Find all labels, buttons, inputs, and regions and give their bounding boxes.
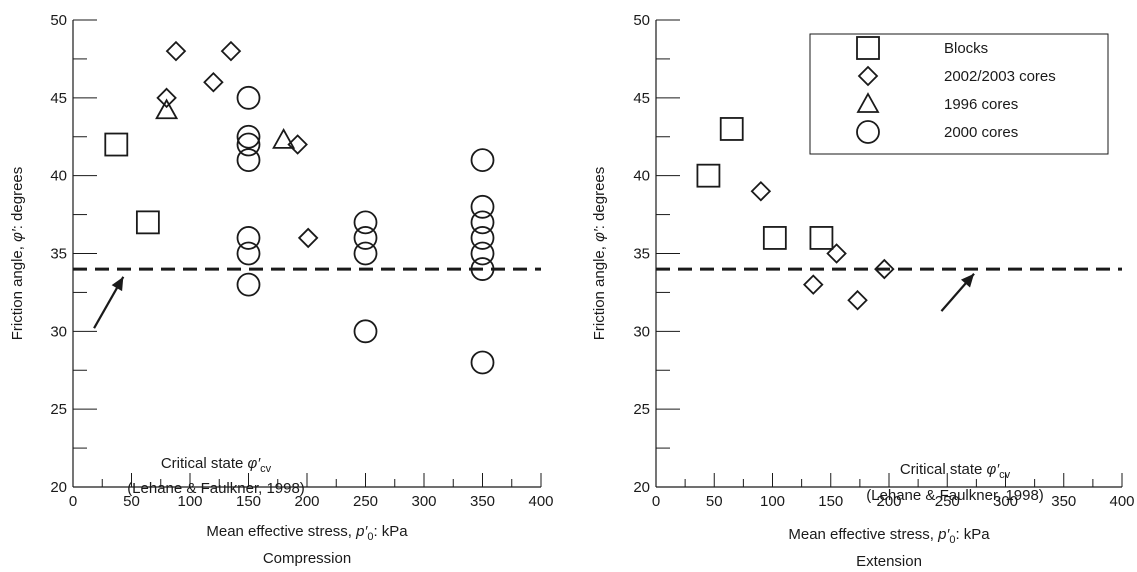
annotation-text: Critical state φ′cv [161, 455, 272, 475]
point-2002-2003-cores [156, 87, 177, 109]
point-2002-2003-cores [847, 289, 868, 311]
point-2000-cores [353, 210, 378, 235]
panel-caption: Extension [856, 553, 922, 570]
y-tick-label: 30 [50, 323, 67, 340]
y-tick-label: 40 [50, 168, 67, 185]
x-tick-label: 100 [177, 493, 202, 510]
annotation-text: Critical state φ′cv [900, 461, 1011, 481]
x-tick-label: 50 [123, 493, 140, 510]
annotation-arrow-head [960, 273, 975, 288]
point-2000-cores [236, 226, 261, 250]
x-tick-label: 200 [294, 493, 319, 510]
compression-panel: 0 50 100 150 200 250 300 350 400 20 25 30 35 40 45 50 Me… [9, 12, 554, 567]
x-tick-label: 400 [1109, 493, 1134, 510]
point-2000-cores [353, 226, 378, 250]
point-blocks [719, 117, 744, 141]
y-tick-label: 40 [633, 168, 650, 185]
x-tick-label: 300 [993, 493, 1018, 510]
point-blocks [696, 163, 721, 188]
y-axis-title: Friction angle, φ′: degrees [9, 167, 26, 341]
panel-caption: Compression [263, 550, 351, 567]
point-2000-cores [236, 272, 261, 297]
x-tick-label: 150 [236, 493, 261, 510]
point-2000-cores [470, 257, 495, 281]
point-2002-2003-cores [803, 274, 824, 295]
x-tick-label: 0 [69, 493, 77, 510]
x-tick-label: 150 [818, 493, 843, 510]
y-tick-label: 35 [633, 246, 650, 263]
point-2000-cores [236, 132, 261, 157]
y-axis-title: Friction angle, φ′: degrees [591, 167, 608, 341]
legend-marker-blocks [856, 36, 880, 60]
legend-marker-2000-cores [856, 120, 880, 144]
y-tick-label: 20 [50, 479, 67, 496]
y-tick-label: 45 [50, 90, 67, 107]
point-2000-cores [353, 319, 378, 344]
legend-marker-2002-2003-cores [857, 65, 879, 87]
x-tick-label: 50 [706, 493, 723, 510]
legend-marker-1996-cores [856, 92, 880, 113]
y-tick-label: 30 [633, 323, 650, 340]
legend-label-2000-cores: 2000 cores [944, 124, 1018, 141]
x-tick-label: 100 [760, 493, 785, 510]
point-2000-cores [353, 241, 378, 266]
point-2000-cores [470, 226, 495, 250]
point-blocks [762, 226, 787, 250]
y-tick-label: 50 [50, 12, 67, 29]
point-blocks [809, 226, 834, 250]
legend-label-2002-2003-cores: 2002/2003 cores [944, 68, 1056, 85]
annotation-source: (Lehane & Faulkner, 1998) [866, 487, 1044, 504]
y-tick-label: 20 [633, 479, 650, 496]
x-tick-label: 400 [528, 493, 553, 510]
x-tick-label: 350 [470, 493, 495, 510]
point-2002-2003-cores [220, 40, 242, 62]
extension-panel: 0 50 100 150 200 250 300 350 400 20 25 30 35 40 45 50 Me… [591, 12, 1135, 570]
point-1996-cores [155, 98, 179, 120]
legend-box [809, 33, 1109, 155]
point-2000-cores [236, 85, 261, 110]
point-2000-cores [470, 148, 495, 173]
legend-label-blocks: Blocks [944, 40, 988, 57]
point-2002-2003-cores [287, 134, 308, 155]
y-tick-label: 25 [633, 401, 650, 418]
y-tick-label: 50 [633, 12, 650, 29]
point-2000-cores [236, 241, 261, 266]
x-tick-label: 350 [1051, 493, 1076, 510]
point-blocks [104, 132, 129, 157]
x-tick-label: 250 [935, 493, 960, 510]
point-2002-2003-cores [203, 71, 224, 93]
point-2000-cores [470, 210, 495, 235]
x-tick-label: 200 [876, 493, 901, 510]
point-1996-cores [272, 128, 296, 149]
point-2002-2003-cores [826, 243, 847, 264]
point-2000-cores [470, 350, 495, 375]
x-tick-label: 250 [353, 493, 378, 510]
legend-label-1996-cores: 1996 cores [944, 96, 1018, 113]
point-2002-2003-cores [874, 258, 895, 280]
x-tick-label: 300 [411, 493, 436, 510]
point-2002-2003-cores [750, 180, 772, 202]
annotation-source: (Lehane & Faulkner, 1998) [127, 480, 305, 497]
y-tick-label: 25 [50, 401, 67, 418]
point-2002-2003-cores [165, 40, 187, 62]
x-axis-title: Mean effective stress, p′0: kPa [206, 523, 408, 543]
annotation-arrow-head [111, 276, 124, 292]
point-2000-cores [236, 148, 261, 173]
point-2000-cores [470, 194, 495, 219]
x-axis-title: Mean effective stress, p′0: kPa [788, 526, 990, 546]
point-blocks [135, 210, 160, 235]
point-2002-2003-cores [297, 227, 319, 249]
y-tick-label: 45 [633, 90, 650, 107]
point-2000-cores [470, 241, 495, 266]
y-tick-label: 35 [50, 246, 67, 263]
point-2000-cores [236, 124, 261, 149]
x-tick-label: 0 [652, 493, 660, 510]
